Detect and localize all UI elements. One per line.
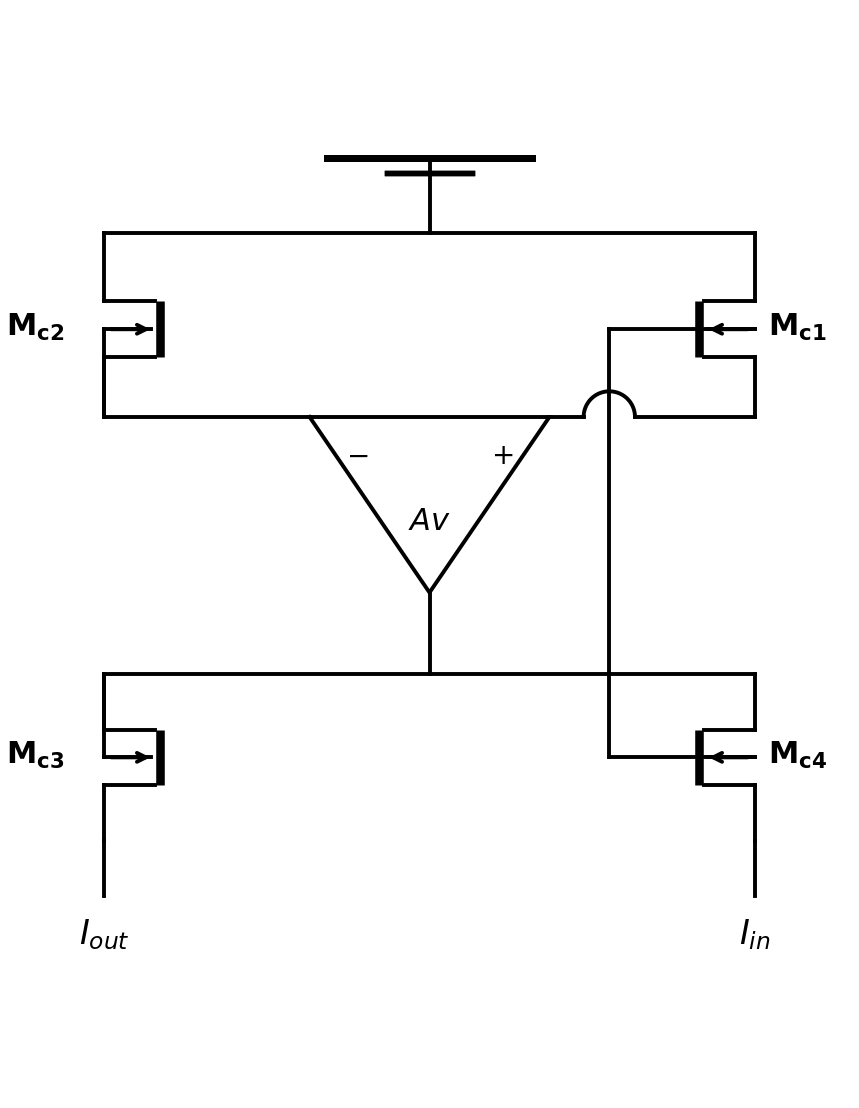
Text: $+$: $+$ <box>491 441 514 470</box>
Text: $Av$: $Av$ <box>408 506 451 537</box>
Text: $I_{out}$: $I_{out}$ <box>79 917 130 953</box>
Text: $\mathbf{M_{c4}}$: $\mathbf{M_{c4}}$ <box>768 740 827 771</box>
Text: $\mathbf{M_{c3}}$: $\mathbf{M_{c3}}$ <box>6 740 64 771</box>
Text: $-$: $-$ <box>345 441 368 470</box>
Text: $\mathbf{M_{c1}}$: $\mathbf{M_{c1}}$ <box>768 311 826 342</box>
Text: $\mathbf{M_{c2}}$: $\mathbf{M_{c2}}$ <box>6 311 64 342</box>
Text: $I_{in}$: $I_{in}$ <box>739 917 771 953</box>
